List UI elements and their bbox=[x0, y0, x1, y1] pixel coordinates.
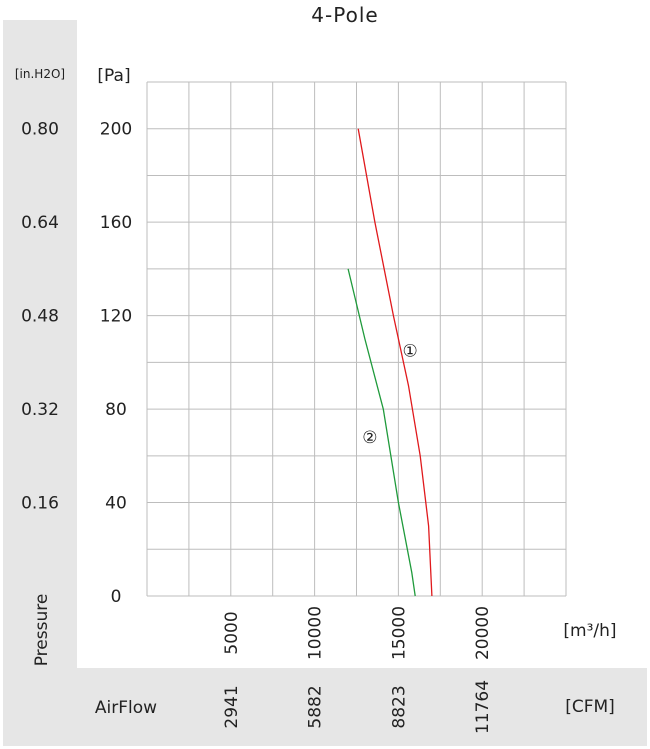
x-tick-label: 10000 bbox=[306, 606, 326, 660]
y-tick-label-secondary: 0.48 bbox=[21, 307, 59, 327]
y-unit-primary: [Pa] bbox=[97, 66, 130, 86]
x-tick-label-secondary: 8823 bbox=[389, 685, 409, 728]
y-tick-label: 0 bbox=[111, 587, 122, 607]
tick-labels: 0 40 80 120 160 200 0.16 0.32 0.48 0.64 0.80 5000 10… bbox=[21, 120, 493, 734]
y-tick-label: 200 bbox=[100, 120, 132, 140]
x-tick-label-secondary: 11764 bbox=[473, 680, 493, 734]
y-tick-label-secondary: 0.32 bbox=[21, 400, 59, 420]
y-axis-title: Pressure bbox=[32, 594, 52, 667]
y-tick-label-secondary: 0.64 bbox=[21, 213, 59, 233]
series-label: ① bbox=[403, 342, 418, 362]
x-tick-label: 15000 bbox=[389, 606, 409, 660]
y-tick-label: 80 bbox=[105, 400, 127, 420]
series bbox=[347, 128, 433, 597]
x-tick-label: 5000 bbox=[222, 611, 242, 654]
x-tick-label-secondary: 5882 bbox=[306, 685, 326, 728]
x-tick-label: 20000 bbox=[473, 606, 493, 660]
grid bbox=[146, 81, 567, 597]
y-tick-label: 40 bbox=[105, 494, 127, 514]
bottom-axis-panel bbox=[3, 668, 647, 746]
y-tick-label-secondary: 0.80 bbox=[21, 120, 59, 140]
y-unit-secondary: [in.H2O] bbox=[15, 67, 65, 81]
y-tick-label: 120 bbox=[100, 307, 132, 327]
series-labels: ①② bbox=[362, 342, 417, 448]
left-axis-panel bbox=[3, 20, 77, 668]
x-unit-primary: [m³/h] bbox=[563, 621, 616, 641]
x-axis-title: AirFlow bbox=[95, 698, 157, 718]
series-line bbox=[357, 128, 433, 597]
series-line bbox=[347, 268, 416, 597]
y-tick-label: 160 bbox=[100, 213, 132, 233]
series-label: ② bbox=[362, 428, 377, 448]
y-tick-label-secondary: 0.16 bbox=[21, 494, 59, 514]
chart-title: 4-Pole bbox=[311, 3, 378, 27]
x-unit-secondary: [CFM] bbox=[565, 697, 615, 717]
x-tick-label-secondary: 2941 bbox=[222, 685, 242, 728]
